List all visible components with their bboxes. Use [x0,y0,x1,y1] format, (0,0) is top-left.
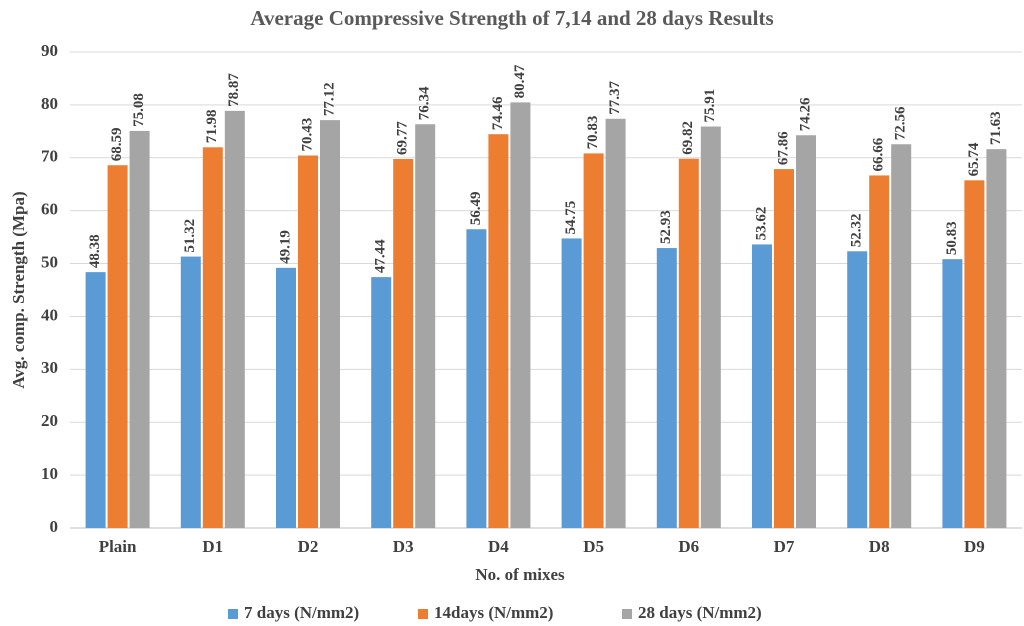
bar [320,120,340,529]
bar [583,153,604,528]
bar [393,158,414,529]
legend-swatch [622,609,632,619]
chart-title: Average Compressive Strength of 7,14 and… [250,6,773,30]
y-tick-label: 40 [41,305,58,324]
y-axis-title: Avg. comp. Strength (Mpa) [9,191,28,388]
x-tick-label: D9 [964,537,985,556]
data-label: 70.83 [585,116,601,150]
bar [869,175,890,528]
data-label: 66.66 [871,137,887,171]
x-tick-label: D6 [678,537,699,556]
bar [129,130,150,528]
data-label: 65.74 [966,142,982,176]
x-tick-label: D4 [488,537,509,556]
data-label: 78.87 [226,73,242,107]
data-label: 53.62 [753,207,769,241]
data-label: 52.32 [849,214,865,248]
data-label: 74.26 [797,97,813,131]
bar [180,256,201,528]
legend-label: 28 days (N/mm2) [638,603,762,622]
data-label: 47.44 [373,239,389,273]
bar [488,134,509,528]
data-label: 77.12 [321,82,337,116]
bar [847,251,868,528]
bar [510,102,531,529]
data-label: 75.08 [131,93,147,127]
legend-swatch [228,609,238,619]
bar [891,144,912,528]
data-label: 48.38 [87,234,103,268]
data-label: 51.32 [182,219,198,253]
data-label: 67.86 [775,131,791,165]
x-tick-label: D2 [298,537,319,556]
data-label: 69.77 [395,121,411,155]
y-tick-label: 30 [41,358,58,377]
bar [678,158,699,528]
data-label: 72.56 [893,106,909,140]
bar [796,135,816,528]
x-tick-label: Plain [99,537,137,556]
x-tick-label: D3 [393,537,414,556]
data-label: 71.63 [988,111,1004,145]
x-tick-label: D1 [202,537,223,556]
bar [774,169,794,528]
data-label: 69.82 [680,121,696,155]
y-tick-label: 0 [50,517,59,536]
data-label: 80.47 [512,64,528,98]
x-tick-label: D8 [869,537,890,556]
legend-swatch [418,609,428,619]
bar [224,110,245,529]
bar [605,118,626,528]
data-label: 76.34 [417,86,433,120]
bar [561,238,582,528]
data-label: 71.98 [204,110,220,144]
y-tick-label: 90 [41,41,58,60]
bar [986,149,1007,528]
data-label: 50.83 [944,221,960,255]
x-tick-label: D7 [774,537,795,556]
bar [202,147,223,528]
y-tick-label: 10 [41,464,58,483]
legend-label: 7 days (N/mm2) [244,603,359,622]
bar [276,267,296,528]
bar [700,126,721,528]
y-tick-label: 50 [41,252,58,271]
data-label: 56.49 [468,191,484,225]
data-label: 54.75 [563,201,579,235]
data-label: 75.91 [702,89,718,123]
bar [371,277,392,528]
data-label: 77.37 [607,81,623,115]
y-tick-label: 70 [41,147,58,166]
data-label: 70.43 [299,118,315,152]
bar [964,180,985,528]
y-tick-label: 60 [41,200,58,219]
data-label: 68.59 [109,127,125,161]
bar [107,165,128,528]
data-label: 49.19 [277,230,293,264]
data-label: 74.46 [490,96,506,130]
legend-label: 14days (N/mm2) [434,603,553,622]
x-tick-label: D5 [583,537,604,556]
bar [942,259,963,528]
data-label: 52.93 [658,210,674,244]
x-axis-title: No. of mixes [475,565,565,584]
bar [298,155,318,529]
y-tick-label: 80 [41,94,58,113]
bar [85,272,106,528]
bar [415,124,436,529]
bar [752,244,772,528]
bar [656,248,677,528]
bar [466,229,487,529]
y-tick-label: 20 [41,411,58,430]
